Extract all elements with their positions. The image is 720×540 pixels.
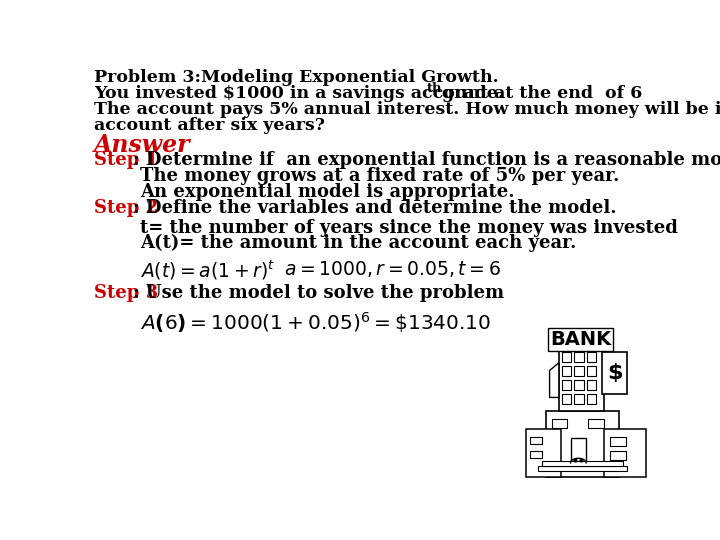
Bar [575,394,584,403]
Text: account after six years?: account after six years? [94,117,325,134]
Bar [559,347,604,411]
Bar [587,380,596,390]
Bar [610,437,626,446]
Text: The money grows at a fixed rate of 5% per year.: The money grows at a fixed rate of 5% pe… [140,167,620,185]
Bar [587,366,596,376]
Text: : Determine if  an exponential function is a reasonable model.: : Determine if an exponential function i… [133,151,720,169]
Text: $A(t) = a(1+r)^t$: $A(t) = a(1+r)^t$ [140,259,276,282]
Text: Step 3: Step 3 [94,284,158,302]
Bar [587,394,596,403]
Text: BANK: BANK [550,330,611,349]
Polygon shape [549,363,559,397]
Text: An exponential model is appropriate.: An exponential model is appropriate. [140,183,515,201]
Text: Step 1: Step 1 [94,151,158,169]
Text: The account pays 5% annual interest. How much money will be in the: The account pays 5% annual interest. How… [94,101,720,118]
Bar [562,380,571,390]
Text: grade.: grade. [436,85,504,102]
Text: $a = 1000, r = 0.05, t = 6$: $a = 1000, r = 0.05, t = 6$ [284,259,501,279]
Text: : Use the model to solve the problem: : Use the model to solve the problem [133,284,505,302]
Text: You invested $1000 in a savings account at the end  of 6: You invested $1000 in a savings account … [94,85,642,102]
Bar [575,380,584,390]
Bar [530,437,542,444]
Bar [602,352,627,394]
Bar [562,352,571,362]
Bar [542,461,624,466]
Text: th: th [427,82,443,94]
Text: A(t)= the amount in the account each year.: A(t)= the amount in the account each yea… [140,234,577,252]
Text: $: $ [607,363,622,383]
Bar [604,429,647,477]
Text: $A\boldsymbol{(}6\boldsymbol{)} = 1000(1+0.05)^6 = \$1340.10$: $A\boldsymbol{(}6\boldsymbol{)} = 1000(1… [140,309,492,335]
Bar [538,466,627,470]
Bar [530,450,542,458]
Bar [526,429,561,477]
Bar [546,411,619,477]
Bar [588,419,604,428]
Text: Problem 3:Modeling Exponential Growth.: Problem 3:Modeling Exponential Growth. [94,69,498,86]
Bar [562,366,571,376]
Text: Answer: Answer [94,132,191,157]
Text: t= the number of years since the money was invested: t= the number of years since the money w… [140,219,678,237]
Bar [552,419,567,428]
Bar [587,352,596,362]
Bar [562,394,571,403]
Bar [575,352,584,362]
Text: : Define the variables and determine the model.: : Define the variables and determine the… [133,199,617,217]
Bar [610,450,626,460]
Bar [570,438,586,463]
Bar [575,366,584,376]
Text: Step 2: Step 2 [94,199,158,217]
